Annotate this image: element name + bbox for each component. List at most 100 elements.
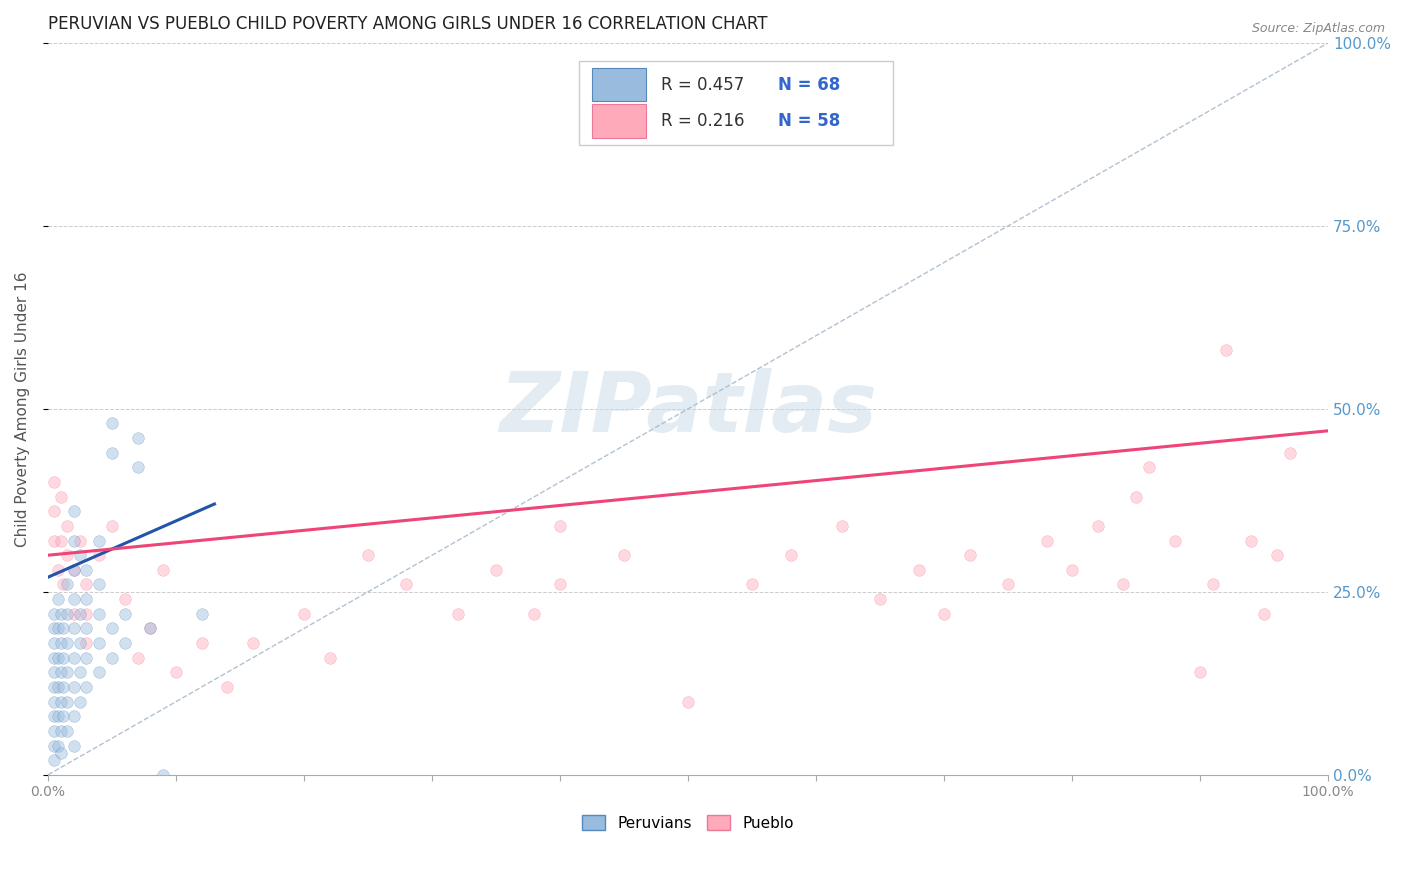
Point [127, 650, 149, 665]
Point [357, 548, 380, 562]
Point [44, 636, 66, 650]
Y-axis label: Child Poverty Among Girls Under 16: Child Poverty Among Girls Under 16 [15, 271, 30, 547]
Point [44, 650, 66, 665]
Point [114, 607, 136, 621]
Point [49, 665, 72, 680]
Point [69, 548, 91, 562]
Point [676, 695, 699, 709]
Point [56, 665, 79, 680]
Point [62, 592, 84, 607]
Point [318, 650, 340, 665]
Point [69, 665, 91, 680]
Point [89, 533, 111, 548]
Point [139, 621, 162, 635]
Point [1202, 577, 1225, 591]
Point [44, 739, 66, 753]
Point [1253, 607, 1275, 621]
Point [69, 695, 91, 709]
Point [44, 475, 66, 489]
Point [1163, 533, 1185, 548]
Point [69, 607, 91, 621]
Text: ZIPatlas: ZIPatlas [499, 368, 877, 450]
Point [139, 621, 162, 635]
Point [523, 607, 546, 621]
Point [52, 577, 75, 591]
Point [62, 607, 84, 621]
Point [997, 577, 1019, 591]
Point [69, 533, 91, 548]
Point [44, 709, 66, 723]
Point [69, 636, 91, 650]
Point [101, 446, 124, 460]
Point [1112, 577, 1135, 591]
FancyBboxPatch shape [579, 62, 893, 145]
Point [101, 621, 124, 635]
Point [75, 592, 97, 607]
Point [101, 417, 124, 431]
Point [75, 577, 97, 591]
Point [932, 607, 955, 621]
Point [75, 680, 97, 694]
Point [89, 665, 111, 680]
Point [52, 650, 75, 665]
Point [1278, 446, 1301, 460]
Point [44, 753, 66, 767]
Point [44, 504, 66, 518]
Point [165, 665, 187, 680]
Point [741, 577, 763, 591]
Point [1125, 490, 1147, 504]
Point [548, 577, 571, 591]
Point [114, 636, 136, 650]
Point [1215, 343, 1237, 358]
Point [152, 563, 174, 577]
Point [89, 548, 111, 562]
Point [127, 460, 149, 475]
Point [46, 709, 69, 723]
Point [56, 723, 79, 738]
Point [56, 636, 79, 650]
Point [779, 548, 801, 562]
Point [485, 563, 508, 577]
Point [46, 563, 69, 577]
Point [62, 650, 84, 665]
Point [62, 563, 84, 577]
Point [89, 577, 111, 591]
Point [56, 607, 79, 621]
Point [152, 768, 174, 782]
Point [44, 621, 66, 635]
Point [127, 431, 149, 445]
Point [56, 695, 79, 709]
Point [62, 621, 84, 635]
Point [56, 519, 79, 533]
Point [395, 577, 418, 591]
Point [75, 563, 97, 577]
Point [242, 636, 264, 650]
Point [44, 533, 66, 548]
Point [52, 709, 75, 723]
Point [1062, 563, 1084, 577]
Point [89, 607, 111, 621]
Text: PERUVIAN VS PUEBLO CHILD POVERTY AMONG GIRLS UNDER 16 CORRELATION CHART: PERUVIAN VS PUEBLO CHILD POVERTY AMONG G… [48, 15, 768, 33]
Point [49, 636, 72, 650]
Point [56, 548, 79, 562]
Point [831, 519, 853, 533]
Point [217, 680, 239, 694]
Point [46, 621, 69, 635]
Point [56, 577, 79, 591]
Text: N = 58: N = 58 [778, 112, 839, 130]
Point [75, 621, 97, 635]
Point [46, 680, 69, 694]
Point [46, 592, 69, 607]
Point [52, 680, 75, 694]
Point [44, 680, 66, 694]
Text: N = 68: N = 68 [778, 76, 839, 94]
Point [62, 680, 84, 694]
Point [62, 563, 84, 577]
Point [52, 621, 75, 635]
Point [101, 519, 124, 533]
Point [49, 490, 72, 504]
Point [548, 519, 571, 533]
Point [190, 636, 212, 650]
Point [49, 607, 72, 621]
Point [44, 695, 66, 709]
